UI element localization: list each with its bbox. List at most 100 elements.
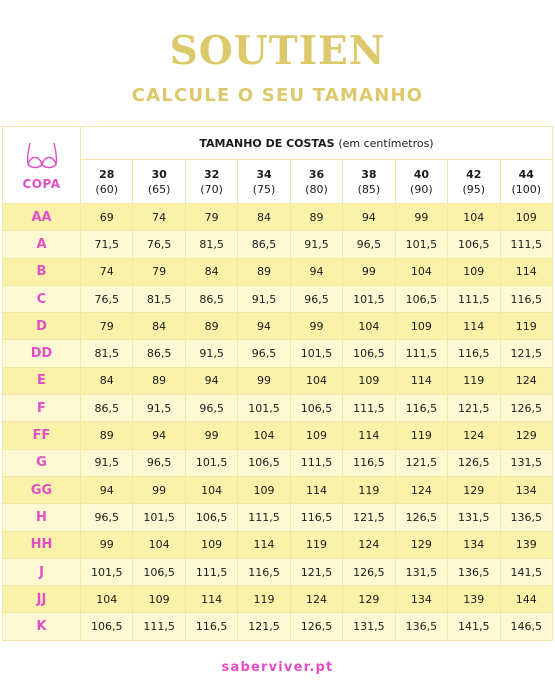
table-cell: 106,5 — [342, 339, 396, 368]
table-cell: 89 — [289, 202, 344, 232]
cup-size-label: K — [2, 612, 81, 641]
table-cell: 94 — [342, 202, 396, 232]
band-size-cm: (80) — [305, 182, 328, 196]
table-row: HH 99 104 109 114 119 124 129 134 139 — [2, 530, 553, 559]
table-cell: 81,5 — [79, 339, 134, 368]
table-cell: 124 — [447, 421, 501, 450]
table-cell: 144 — [499, 585, 553, 614]
table-row: G 91,5 96,5 101,5 106,5 111,5 116,5 121,5 126,5 1… — [2, 448, 553, 477]
table-corner: COPA — [2, 126, 81, 204]
table-cell: 94 — [237, 312, 291, 341]
table-cell: 111,5 — [447, 284, 501, 314]
table-cell: 81,5 — [132, 284, 186, 314]
table-cell: 109 — [394, 312, 449, 341]
table-cell: 109 — [499, 202, 553, 232]
table-cell: 84 — [79, 366, 134, 396]
table-cell: 89 — [132, 366, 186, 396]
cup-size-label: B — [2, 257, 81, 286]
table-cell: 119 — [342, 475, 396, 505]
table-row: GG 94 99 104 109 114 119 124 129 134 — [2, 475, 553, 505]
table-cell: 116,5 — [237, 557, 291, 587]
cup-size-label: G — [2, 448, 81, 477]
table-cell: 89 — [184, 312, 239, 341]
table-cell: 94 — [79, 475, 134, 505]
cup-size-label: HH — [2, 530, 81, 559]
table-cell: 119 — [289, 530, 344, 559]
table-cell: 101,5 — [184, 448, 239, 477]
table-cell: 126,5 — [394, 503, 449, 532]
cup-size-label: C — [2, 284, 81, 314]
cup-size-label: AA — [2, 202, 81, 232]
table-cell: 101,5 — [79, 557, 134, 587]
table-cell: 76,5 — [79, 284, 134, 314]
table-cell: 131,5 — [394, 557, 449, 587]
table-cell: 136,5 — [394, 612, 449, 641]
table-row: J 101,5 106,5 111,5 116,5 121,5 126,5 131,5 136,… — [2, 557, 553, 587]
table-cell: 79 — [184, 202, 239, 232]
table-cell: 101,5 — [237, 394, 291, 423]
table-cell: 126,5 — [499, 394, 553, 423]
table-cell: 114 — [342, 421, 396, 450]
cup-size-label: DD — [2, 339, 81, 368]
table-cell: 91,5 — [184, 339, 239, 368]
table-cell: 106,5 — [447, 230, 501, 259]
table-cell: 129 — [342, 585, 396, 614]
table-cell: 116,5 — [447, 339, 501, 368]
band-size-header-cell: 28 (60) — [79, 159, 134, 204]
table-cell: 121,5 — [447, 394, 501, 423]
table-cell: 99 — [394, 202, 449, 232]
table-cell: 99 — [237, 366, 291, 396]
table-cell: 106,5 — [394, 284, 449, 314]
table-cell: 116,5 — [394, 394, 449, 423]
table-cell: 94 — [132, 421, 186, 450]
table-row: AA 69 74 79 84 89 94 99 104 109 — [2, 202, 553, 232]
table-cell: 119 — [499, 312, 553, 341]
table-cell: 126,5 — [447, 448, 501, 477]
table-row: JJ 104 109 114 119 124 129 134 139 144 — [2, 585, 553, 614]
table-cell: 119 — [394, 421, 449, 450]
table-cell: 96,5 — [342, 230, 396, 259]
table-cell: 79 — [79, 312, 134, 341]
table-cell: 99 — [289, 312, 344, 341]
table-cell: 76,5 — [132, 230, 186, 259]
table-cell: 101,5 — [394, 230, 449, 259]
table-cell: 126,5 — [289, 612, 344, 641]
bra-icon — [26, 142, 57, 169]
table-cell: 109 — [237, 475, 291, 505]
table-cell: 91,5 — [237, 284, 291, 314]
table-cell: 114 — [499, 257, 553, 286]
band-size-cm: (85) — [357, 182, 381, 196]
table-row: DD 81,5 86,5 91,5 96,5 101,5 106,5 111,5 116,5 12… — [2, 339, 553, 368]
band-size-heading-text: TAMANHO DE COSTAS — [199, 136, 335, 150]
table-cell: 141,5 — [447, 612, 501, 641]
table-cell: 146,5 — [499, 612, 553, 641]
page-title: SOUTIEN — [169, 28, 386, 74]
table-cell: 109 — [184, 530, 239, 559]
cup-size-label: E — [2, 366, 81, 396]
table-cell: 109 — [447, 257, 501, 286]
cup-size-label: FF — [2, 421, 81, 450]
band-size-heading: TAMANHO DE COSTAS (em centímetros) — [80, 126, 553, 160]
table-row: FF 89 94 99 104 109 114 119 124 129 — [2, 421, 553, 450]
table-cell: 104 — [184, 475, 239, 505]
table-cell: 116,5 — [184, 612, 239, 641]
table-cell: 114 — [184, 585, 239, 614]
table-cell: 114 — [394, 366, 449, 396]
table-row: D 79 84 89 94 99 104 109 114 119 — [2, 312, 553, 341]
table-cell: 116,5 — [499, 284, 553, 314]
table-cell: 114 — [447, 312, 501, 341]
band-size-header-cell: 30 (65) — [132, 159, 186, 204]
band-size-header-cell: 32 (70) — [184, 159, 239, 204]
band-size-cm: (65) — [147, 182, 171, 196]
table-cell: 141,5 — [499, 557, 553, 587]
table-cell: 91,5 — [79, 448, 134, 477]
table-cell: 96,5 — [289, 284, 344, 314]
band-size-header-cell: 38 (85) — [342, 159, 396, 204]
table-cell: 126,5 — [342, 557, 396, 587]
cup-size-label: H — [2, 503, 81, 532]
table-cell: 124 — [342, 530, 396, 559]
table-cell: 109 — [289, 421, 344, 450]
table-cell: 96,5 — [79, 503, 134, 532]
table-cell: 106,5 — [237, 448, 291, 477]
table-cell: 94 — [184, 366, 239, 396]
